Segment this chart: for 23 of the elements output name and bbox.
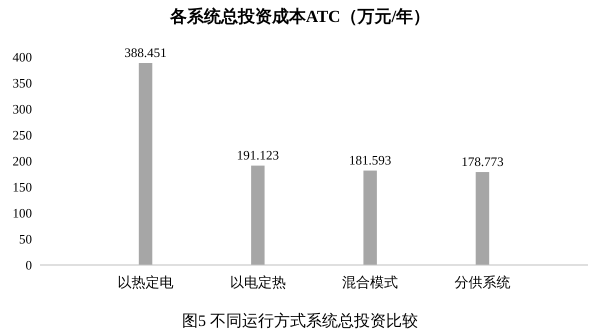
data-label: 181.593 xyxy=(349,152,392,168)
y-tick-label: 100 xyxy=(12,206,32,221)
caption: 图5 不同运行方式系统总投资比较 xyxy=(182,312,418,330)
y-tick-label: 150 xyxy=(12,180,32,195)
x-tick-label: 以电定热 xyxy=(230,275,286,291)
y-tick-label: 400 xyxy=(12,50,32,65)
bar xyxy=(476,172,490,265)
y-tick-label: 0 xyxy=(26,258,32,273)
x-tick-label: 分供系统 xyxy=(454,275,510,291)
y-tick-label: 200 xyxy=(12,154,32,169)
y-tick-label: 350 xyxy=(12,76,32,91)
bar xyxy=(251,166,265,265)
data-label: 388.451 xyxy=(124,45,167,60)
bar xyxy=(138,63,152,265)
data-label: 178.773 xyxy=(461,154,504,170)
y-tick-label: 50 xyxy=(19,232,32,247)
data-label: 191.123 xyxy=(236,148,279,163)
x-tick-label: 以热定电 xyxy=(118,275,174,291)
bar xyxy=(363,170,377,265)
y-tick-label: 300 xyxy=(12,102,32,117)
y-tick-label: 250 xyxy=(12,128,32,143)
x-tick-label: 混合模式 xyxy=(342,275,398,291)
chart-title: 各系统总投资成本ATC（万元/年） xyxy=(168,7,430,26)
